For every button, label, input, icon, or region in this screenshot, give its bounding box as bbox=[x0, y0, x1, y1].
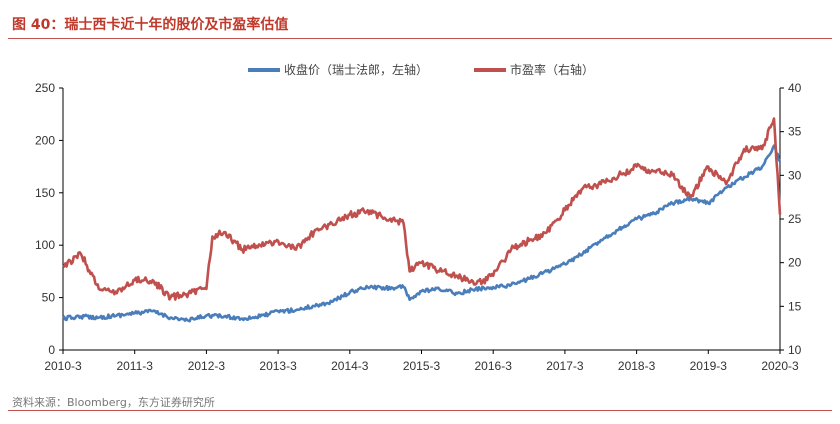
y-right-tick-label: 15 bbox=[788, 299, 802, 313]
y-left-tick-label: 100 bbox=[35, 238, 55, 252]
footer-divider bbox=[8, 410, 832, 411]
x-tick-label: 2017-3 bbox=[546, 359, 584, 373]
x-tick-label: 2013-3 bbox=[259, 359, 297, 373]
y-right-tick-label: 10 bbox=[788, 343, 802, 357]
price-line bbox=[61, 144, 782, 323]
y-right-tick-label: 25 bbox=[788, 212, 802, 226]
x-tick-label: 2015-3 bbox=[403, 359, 441, 373]
chart-legend: 收盘价（瑞士法郎，左轴） 市盈率（右轴） bbox=[248, 62, 594, 77]
x-tick-label: 2011-3 bbox=[116, 359, 153, 373]
source-note: 资料来源：Bloomberg，东方证券研究所 bbox=[12, 396, 215, 409]
chart-axes: 0 50 100 150 200 250 10 15 20 25 30 35 40 2010-3 2011-… bbox=[35, 81, 802, 373]
figure-title: 图 40：瑞士西卡近十年的股价及市盈率估值 bbox=[12, 17, 289, 33]
y-right-tick-label: 40 bbox=[788, 81, 802, 95]
y-right-tick-label: 20 bbox=[788, 256, 802, 270]
x-tick-label: 2019-3 bbox=[690, 359, 728, 373]
x-tick-label: 2016-3 bbox=[475, 359, 513, 373]
y-right-tick-label: 35 bbox=[788, 125, 802, 139]
y-right-tick-label: 30 bbox=[788, 168, 802, 182]
y-left-tick-label: 200 bbox=[35, 133, 55, 147]
x-tick-label: 2012-3 bbox=[188, 359, 226, 373]
y-left-tick-label: 250 bbox=[35, 81, 55, 95]
y-left-tick-label: 0 bbox=[48, 343, 55, 357]
pe-line bbox=[62, 117, 782, 301]
y-left-tick-label: 50 bbox=[42, 291, 56, 305]
legend-label-pe: 市盈率（右轴） bbox=[510, 62, 594, 77]
legend-label-price: 收盘价（瑞士法郎，左轴） bbox=[284, 62, 428, 77]
x-tick-label: 2018-3 bbox=[618, 359, 656, 373]
title-divider bbox=[8, 38, 832, 39]
chart-series bbox=[61, 117, 782, 323]
y-left-tick-label: 150 bbox=[35, 186, 55, 200]
x-tick-label: 2020-3 bbox=[761, 359, 799, 373]
x-tick-label: 2010-3 bbox=[44, 359, 82, 373]
x-tick-label: 2014-3 bbox=[331, 359, 369, 373]
